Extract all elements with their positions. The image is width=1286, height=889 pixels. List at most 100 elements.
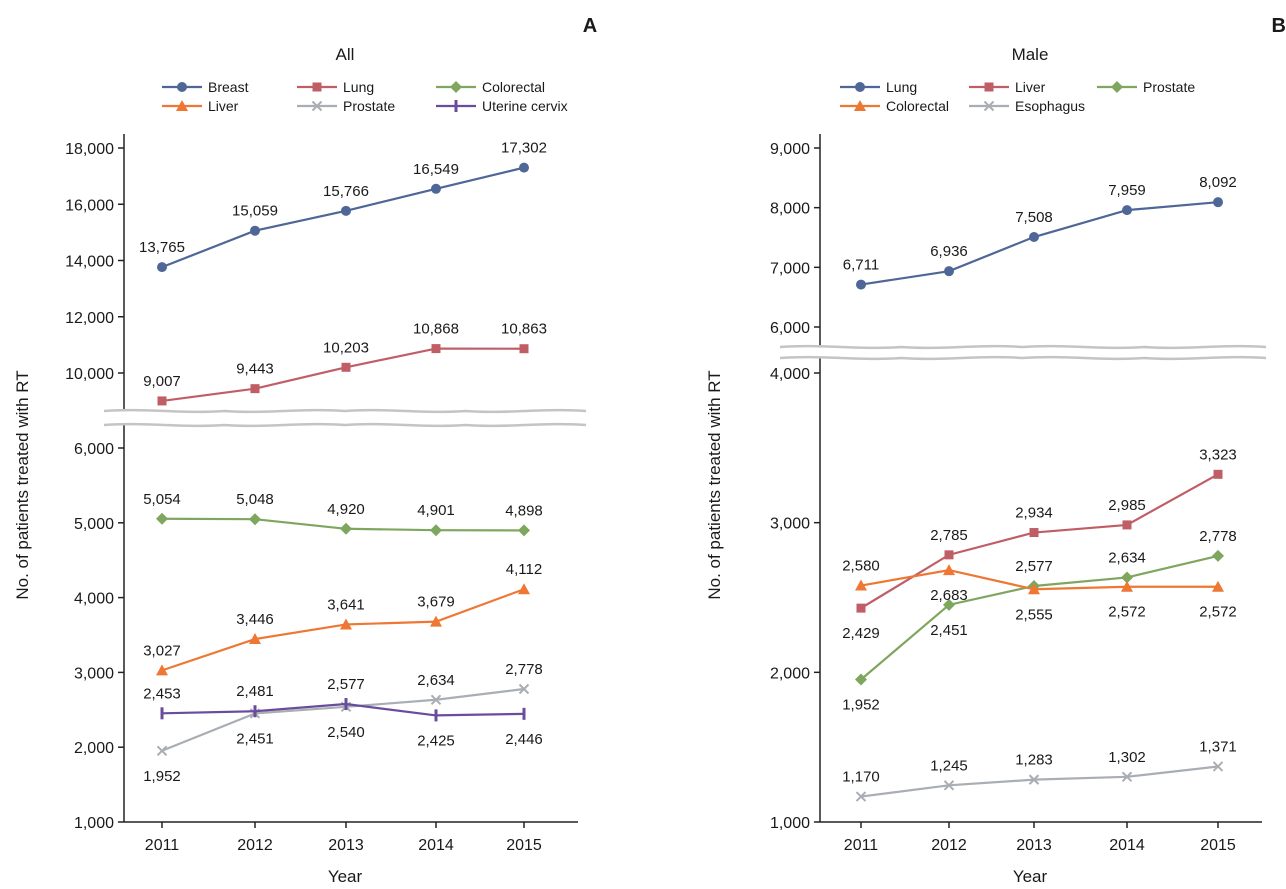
data-point bbox=[522, 707, 526, 720]
series-uterine-cervix: 2,453 2,481 2,577 2,425 2,446 bbox=[143, 676, 543, 749]
y-tick-label: 1,000 bbox=[770, 815, 810, 832]
chart-panel-a: A All Breast Lung Colorectal Liver Prostate Ut… bbox=[13, 15, 597, 886]
y-tick-label: 4,000 bbox=[74, 591, 114, 608]
legend-marker bbox=[450, 81, 462, 93]
data-label: 1,170 bbox=[842, 769, 880, 786]
data-point bbox=[434, 709, 438, 722]
y-tick-label: 10,000 bbox=[65, 366, 114, 383]
data-point bbox=[1213, 197, 1223, 208]
y-tick-label: 9,000 bbox=[770, 141, 810, 158]
data-label: 16,549 bbox=[413, 161, 459, 178]
data-label: 3,641 bbox=[327, 596, 365, 613]
legend-marker bbox=[454, 100, 458, 112]
data-label: 1,302 bbox=[1108, 749, 1146, 766]
data-label: 1,952 bbox=[143, 768, 181, 785]
data-label: 2,580 bbox=[842, 558, 880, 575]
data-point bbox=[944, 550, 954, 560]
axis-break-line-1 bbox=[103, 408, 587, 414]
data-label: 1,283 bbox=[1015, 752, 1053, 769]
x-tick-label: 2013 bbox=[1016, 837, 1052, 854]
data-label: 1,245 bbox=[930, 757, 968, 774]
y-tick-label: 6,000 bbox=[770, 320, 810, 337]
data-point bbox=[855, 673, 867, 686]
data-label: 9,443 bbox=[236, 361, 274, 378]
legend-label: Prostate bbox=[1143, 79, 1195, 95]
legend-label: Lung bbox=[343, 79, 374, 95]
legend-label: Colorectal bbox=[886, 98, 949, 114]
y-tick-label: 16,000 bbox=[65, 197, 114, 214]
legend-marker bbox=[983, 100, 995, 112]
x-tick-label: 2014 bbox=[418, 837, 454, 854]
data-point bbox=[1121, 580, 1133, 592]
data-point bbox=[518, 524, 530, 537]
data-label: 6,936 bbox=[930, 243, 968, 260]
x-tick-label: 2014 bbox=[1109, 837, 1145, 854]
data-label: 2,634 bbox=[1108, 549, 1146, 566]
x-axis-label: Year bbox=[1013, 867, 1048, 886]
y-tick-label: 2,000 bbox=[770, 665, 810, 682]
data-label: 2,540 bbox=[327, 724, 365, 741]
chart-panel-b: B Male Lung Liver Prostate Colorectal Esophag… bbox=[705, 15, 1286, 886]
data-label: 7,959 bbox=[1108, 182, 1146, 199]
data-label: 2,446 bbox=[505, 731, 543, 748]
data-label: 17,302 bbox=[501, 140, 547, 157]
data-label: 9,007 bbox=[143, 373, 181, 390]
series-colorectal: 2,580 2,683 2,555 2,572 2,572 bbox=[842, 558, 1237, 624]
legend-item-esophagus: Esophagus bbox=[969, 98, 1085, 114]
legend-label: Lung bbox=[886, 79, 917, 95]
data-label: 5,048 bbox=[236, 491, 274, 508]
y-tick-label: 3,000 bbox=[74, 665, 114, 682]
data-point bbox=[430, 524, 442, 537]
data-point bbox=[340, 522, 352, 535]
chart-title: Male bbox=[1012, 45, 1049, 64]
data-label: 2,425 bbox=[417, 732, 455, 749]
legend-label: Colorectal bbox=[482, 79, 545, 95]
series-prostate: 1,952 2,451 2,577 2,634 2,778 bbox=[842, 528, 1237, 714]
data-label: 3,679 bbox=[417, 594, 455, 611]
data-label: 2,572 bbox=[1199, 604, 1237, 621]
data-point bbox=[156, 664, 168, 676]
legend-item-prostate: Prostate bbox=[297, 98, 395, 114]
legend-item-colorectal: Colorectal bbox=[436, 79, 545, 95]
data-label: 2,572 bbox=[1108, 604, 1146, 621]
data-point bbox=[250, 384, 260, 394]
legend-item-uterine-cervix: Uterine cervix bbox=[436, 98, 568, 114]
panel-letter-b: B bbox=[1272, 15, 1286, 37]
data-point bbox=[944, 266, 954, 277]
legend: Breast Lung Colorectal Liver Prostate Uterine… bbox=[162, 79, 568, 114]
data-label: 2,778 bbox=[1199, 528, 1237, 545]
data-label: 2,634 bbox=[417, 672, 455, 689]
data-point bbox=[1213, 469, 1223, 479]
data-point bbox=[157, 262, 167, 273]
data-point bbox=[249, 633, 261, 645]
data-point bbox=[1121, 571, 1133, 584]
data-point bbox=[249, 513, 261, 526]
data-point bbox=[855, 791, 867, 802]
data-label: 10,868 bbox=[413, 321, 459, 338]
legend-marker bbox=[984, 82, 994, 92]
x-tick-label: 2011 bbox=[844, 837, 879, 854]
data-point bbox=[253, 705, 257, 718]
data-point bbox=[341, 205, 351, 216]
legend-item-lung: Lung bbox=[297, 79, 374, 95]
legend-label: Esophagus bbox=[1015, 98, 1085, 114]
data-point bbox=[1122, 520, 1132, 530]
data-label: 4,898 bbox=[505, 502, 543, 519]
series-prostate: 1,952 2,451 2,540 2,634 2,778 bbox=[143, 661, 543, 785]
data-point bbox=[157, 396, 167, 406]
axis-break-line-2 bbox=[103, 422, 587, 428]
legend-label: Uterine cervix bbox=[482, 98, 568, 114]
data-point bbox=[344, 698, 348, 711]
series-liver: 3,027 3,446 3,641 3,679 4,112 bbox=[143, 561, 542, 676]
data-label: 3,027 bbox=[143, 642, 181, 659]
y-tick-label: 12,000 bbox=[65, 310, 114, 327]
legend-item-liver: Liver bbox=[969, 79, 1046, 95]
series-esophagus: 1,170 1,245 1,283 1,302 1,371 bbox=[842, 738, 1237, 802]
x-tick-label: 2015 bbox=[506, 837, 542, 854]
data-point bbox=[431, 183, 441, 194]
data-point bbox=[1212, 580, 1224, 592]
data-point bbox=[156, 745, 168, 756]
data-label: 3,323 bbox=[1199, 446, 1237, 463]
data-label: 2,683 bbox=[930, 587, 968, 604]
